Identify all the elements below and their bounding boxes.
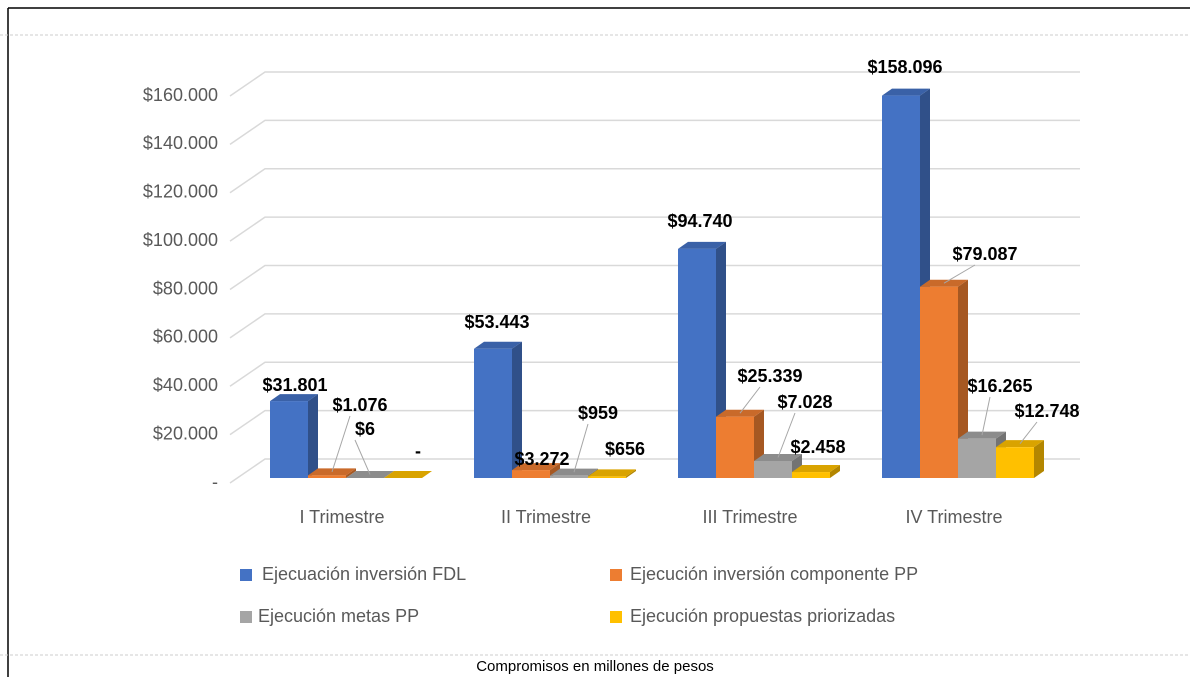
y-tick-label: $160.000 (143, 85, 218, 105)
bar (588, 469, 636, 478)
value-label: $158.096 (867, 57, 942, 77)
bar-front (792, 472, 830, 478)
legend-swatch (610, 569, 622, 581)
y-tick-label: $80.000 (153, 278, 218, 298)
legend-label: Ejecuación inversión FDL (262, 564, 466, 584)
grid-line (229, 458, 1080, 484)
value-label: $79.087 (952, 244, 1017, 264)
y-tick-label: $120.000 (143, 182, 218, 202)
grid-line (229, 168, 1080, 194)
value-label: $656 (605, 439, 645, 459)
bar-side (512, 341, 522, 478)
leader-line (1019, 421, 1038, 444)
value-label: $2.458 (790, 437, 845, 457)
bar-front (270, 401, 308, 478)
leader-line (981, 396, 991, 436)
legend-label: Ejecución metas PP (258, 606, 419, 626)
bar (270, 394, 318, 478)
bar (678, 241, 726, 478)
bar-front (754, 461, 792, 478)
grid-line (229, 264, 1080, 291)
grid-line (229, 216, 1080, 242)
bar-top (512, 463, 560, 471)
bar-front (996, 447, 1034, 478)
value-label: $16.265 (967, 376, 1032, 396)
leader-line (943, 264, 976, 284)
bar-side (958, 279, 968, 478)
bar-top (588, 469, 636, 477)
legend-label: Ejecución inversión componente PP (630, 564, 918, 584)
bar-top (882, 88, 930, 96)
bar (920, 279, 968, 478)
leader-line (777, 412, 796, 458)
leader-line (739, 386, 761, 414)
bar-front (474, 348, 512, 478)
leader-line (354, 439, 371, 475)
value-label: $6 (355, 419, 375, 439)
bar-top (474, 341, 522, 349)
leader-line (573, 423, 589, 473)
legend-swatch (610, 611, 622, 623)
y-tick-label: $20.000 (153, 423, 218, 443)
grid-line (229, 71, 1080, 97)
bar (996, 440, 1044, 478)
bar-side (830, 465, 840, 478)
bar-side (626, 469, 636, 478)
bar (792, 465, 840, 478)
value-label: - (415, 441, 421, 461)
grid-line (229, 361, 1080, 387)
legend-label: Ejecución propuestas priorizadas (630, 606, 895, 626)
bar-side (1034, 440, 1044, 478)
bar-front (958, 438, 996, 478)
grid-line (229, 313, 1080, 339)
y-tick-label: - (212, 472, 218, 492)
x-tick-label: II Trimestre (501, 507, 591, 527)
bar-top (270, 394, 318, 402)
legend-swatch (240, 611, 252, 623)
value-label: $31.801 (262, 375, 327, 395)
y-tick-label: $100.000 (143, 230, 218, 250)
grid-line (229, 119, 1080, 145)
y-tick-label: $140.000 (143, 133, 218, 153)
bar-side (308, 394, 318, 478)
value-label: $1.076 (332, 395, 387, 415)
bar-front (920, 286, 958, 478)
value-label: $959 (578, 403, 618, 423)
grid-line (229, 409, 1080, 436)
value-label: $3.272 (514, 449, 569, 469)
leader-line (331, 415, 351, 473)
value-label: $94.740 (667, 211, 732, 231)
x-tick-label: I Trimestre (299, 507, 384, 527)
bar-side (384, 470, 394, 478)
bar-front (308, 475, 346, 478)
bar-side (346, 468, 356, 478)
bar-top (792, 465, 840, 473)
bar-top (384, 471, 432, 478)
bar (474, 341, 522, 478)
y-tick-label: $60.000 (153, 327, 218, 347)
bar-front (716, 416, 754, 478)
x-tick-label: IV Trimestre (905, 507, 1002, 527)
bar-top (678, 241, 726, 249)
caption: Compromisos en millones de pesos (476, 658, 714, 675)
value-label: $25.339 (737, 366, 802, 386)
bar (384, 471, 432, 478)
x-tick-label: III Trimestre (702, 507, 797, 527)
bar-front (550, 475, 588, 478)
bar-front (882, 95, 920, 479)
bar-front (588, 476, 626, 478)
y-tick-label: $40.000 (153, 375, 218, 395)
value-label: $53.443 (464, 312, 529, 332)
value-label: $7.028 (777, 392, 832, 412)
legend-swatch (240, 569, 252, 581)
value-label: $12.748 (1014, 401, 1079, 421)
bar-front (512, 470, 550, 478)
bar-front (678, 248, 716, 478)
